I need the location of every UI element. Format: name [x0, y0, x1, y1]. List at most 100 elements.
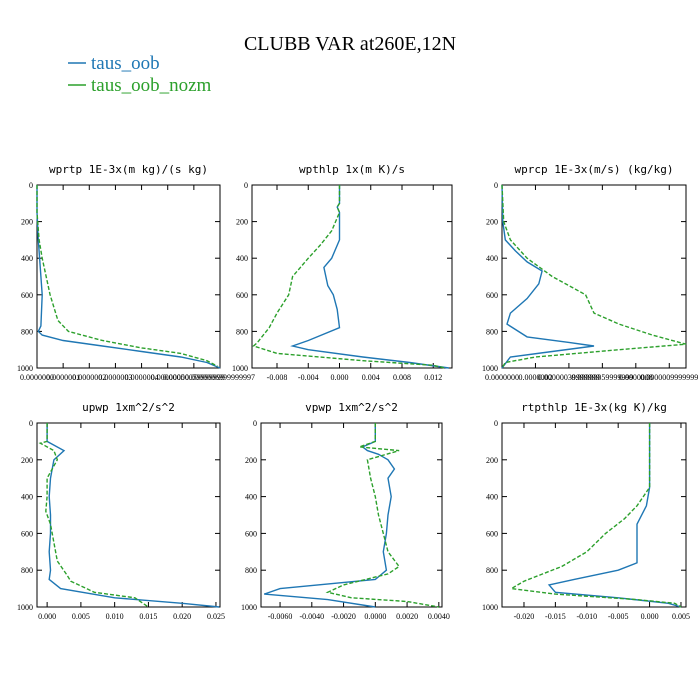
- x-tick-label: 0.0000004: [125, 373, 159, 382]
- series-line-taus_oob_nozm: [501, 184, 687, 369]
- y-tick-label: 600: [236, 291, 248, 300]
- x-tick-label: 0.005: [72, 612, 90, 621]
- x-tick-label: 0.0000: [364, 612, 386, 621]
- figure-legend: taus_oob taus_oob_nozm: [68, 53, 212, 96]
- x-tick-label: -0.020: [514, 612, 535, 621]
- y-tick-label: 800: [21, 566, 33, 575]
- y-tick-label: 200: [236, 218, 248, 227]
- panels: wprtp 1E-3x(m kg)/(s kg) 0 200 400 600 800 100…: [17, 163, 698, 621]
- plot-frame: [501, 422, 687, 608]
- x-tick-label: 0.025: [207, 612, 225, 621]
- chart-title: wprtp 1E-3x(m kg)/(s kg): [49, 163, 208, 176]
- x-tick-label: 0.008: [393, 373, 411, 382]
- x-tick-label: 0.0000002: [72, 373, 106, 382]
- plot-frame: [251, 184, 453, 369]
- y-tick-label: 200: [245, 456, 257, 465]
- y-tick-label: 400: [236, 254, 248, 263]
- y-tick-label: 0: [29, 419, 33, 428]
- x-tick-label: -0.005: [608, 612, 629, 621]
- x-tick-label: -0.0060: [268, 612, 293, 621]
- legend-label-taus-oob-nozm: taus_oob_nozm: [91, 75, 212, 96]
- x-tick-label: 0.00000059999999: [163, 373, 225, 382]
- y-tick-label: 1000: [482, 364, 498, 373]
- x-tick-label: 0.010: [106, 612, 124, 621]
- x-tick-label: 0.00000039999999: [538, 373, 600, 382]
- x-tick-label: 0.0000008: [619, 373, 653, 382]
- plot-frame: [36, 184, 221, 369]
- x-tick-label: -0.015: [545, 612, 566, 621]
- y-tick-label: 400: [21, 254, 33, 263]
- y-tick-label: 0: [494, 181, 498, 190]
- chart-panel-5: vpwp 1xm^2/s^2 0 200 400 600 800 1000 -0.0060 -0…: [241, 401, 450, 621]
- series-line-taus_oob: [263, 423, 396, 608]
- x-tick-label: 0.0000000: [20, 373, 54, 382]
- series-line-taus_oob: [36, 185, 221, 369]
- x-tick-label: -0.008: [267, 373, 288, 382]
- y-tick-label: 200: [21, 456, 33, 465]
- x-tick-label: 0.000: [641, 612, 659, 621]
- series-line-taus_oob: [290, 185, 449, 369]
- series-line-taus_oob_nozm: [252, 185, 446, 369]
- y-tick-label: 400: [486, 493, 498, 502]
- x-tick-label: 0.004: [362, 373, 380, 382]
- plot-frame: [260, 422, 443, 608]
- y-tick-label: 0: [253, 419, 257, 428]
- x-tick-label: 0.015: [139, 612, 157, 621]
- series-line-taus_oob_nozm: [38, 423, 149, 608]
- y-tick-label: 1000: [232, 364, 248, 373]
- series-line-taus_oob_nozm: [36, 185, 218, 367]
- x-tick-label: 0.005: [672, 612, 690, 621]
- x-tick-label: 0.0000002: [518, 373, 552, 382]
- y-tick-label: 1000: [241, 603, 257, 612]
- x-tick-label: -0.010: [576, 612, 597, 621]
- x-tick-label: 0.0000001: [46, 373, 80, 382]
- y-tick-label: 0: [244, 181, 248, 190]
- y-tick-label: 200: [486, 218, 498, 227]
- chart-title: rtpthlp 1E-3x(kg K)/kg: [521, 401, 667, 414]
- x-tick-label: 0.012: [424, 373, 442, 382]
- chart-panel-1: wprtp 1E-3x(m kg)/(s kg) 0 200 400 600 800 100…: [17, 163, 255, 382]
- y-tick-label: 600: [486, 291, 498, 300]
- x-tick-label: 0.00000059999999: [571, 373, 633, 382]
- chart-title: wprcp 1E-3x(m/s) (kg/kg): [515, 163, 674, 176]
- y-tick-label: 800: [486, 327, 498, 336]
- figure-title: CLUBB VAR at260E,12N: [244, 33, 456, 55]
- x-tick-label: 0.000: [331, 373, 349, 382]
- series-line-taus_oob_nozm: [325, 423, 439, 608]
- chart-panel-3: wprcp 1E-3x(m/s) (kg/kg) 0 200 400 600 800 100…: [482, 163, 698, 382]
- series-line-taus_oob_nozm: [509, 423, 682, 608]
- chart-panel-6: rtpthlp 1E-3x(kg K)/kg 0 200 400 600 800 1000 -…: [482, 401, 690, 621]
- y-tick-label: 800: [21, 327, 33, 336]
- x-tick-label: 0.0020: [396, 612, 418, 621]
- y-tick-label: 1000: [17, 603, 33, 612]
- series-line-taus_oob: [547, 423, 682, 608]
- plot-frame: [36, 422, 221, 608]
- y-tick-label: 0: [29, 181, 33, 190]
- y-tick-label: 400: [245, 493, 257, 502]
- y-tick-label: 800: [236, 327, 248, 336]
- y-tick-label: 200: [486, 456, 498, 465]
- x-tick-label: -0.004: [298, 373, 319, 382]
- x-tick-label: 0.0000000: [485, 373, 519, 382]
- y-tick-label: 0: [494, 419, 498, 428]
- x-tick-label: -0.0040: [299, 612, 324, 621]
- x-tick-label: 0.0000006999999997: [185, 373, 255, 382]
- x-tick-label: 0.0040: [428, 612, 450, 621]
- chart-title: wpthlp 1x(m K)/s: [299, 163, 405, 176]
- x-tick-label: 0.0000005: [151, 373, 185, 382]
- y-tick-label: 600: [486, 529, 498, 538]
- y-tick-label: 200: [21, 218, 33, 227]
- series-line-taus_oob: [46, 423, 220, 608]
- y-tick-label: 600: [21, 291, 33, 300]
- legend-label-taus-oob: taus_oob: [91, 53, 160, 74]
- chart-panel-2: wpthlp 1x(m K)/s 0 200 400 600 800 1000 -0.008 -…: [232, 163, 453, 382]
- x-tick-label: 0.000: [38, 612, 56, 621]
- plot-frame: [501, 184, 687, 369]
- y-tick-label: 400: [486, 254, 498, 263]
- chart-title: vpwp 1xm^2/s^2: [305, 401, 398, 414]
- y-tick-label: 600: [21, 529, 33, 538]
- series-line-taus_oob: [501, 184, 595, 369]
- x-tick-label: -0.0020: [331, 612, 356, 621]
- x-tick-label: 0.0000003: [98, 373, 132, 382]
- y-tick-label: 800: [486, 566, 498, 575]
